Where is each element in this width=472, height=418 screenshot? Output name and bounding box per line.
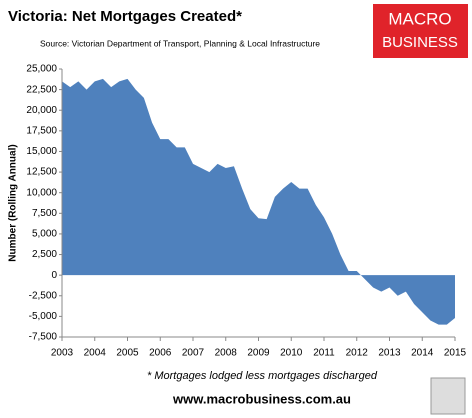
chart-title: Victoria: Net Mortgages Created*	[8, 8, 242, 25]
y-axis-label: Number (Rolling Annual)	[8, 144, 19, 261]
chart-subtitle: Source: Victorian Department of Transpor…	[40, 38, 320, 48]
x-tick-label: 2010	[280, 348, 303, 359]
y-tick-label: -7,500	[29, 332, 58, 343]
y-tick-label: 7,500	[32, 208, 57, 219]
area	[62, 78, 455, 325]
logo-icon	[430, 377, 466, 415]
y-tick-label: 25,000	[26, 64, 57, 75]
x-tick-label: 2006	[149, 348, 172, 359]
x-tick-label: 2013	[378, 348, 401, 359]
y-tick-label: -5,000	[29, 311, 58, 322]
x-tick-label: 2003	[51, 348, 74, 359]
x-tick-label: 2009	[247, 348, 270, 359]
footnote: * Mortgages lodged less mortgages discha…	[147, 370, 378, 382]
y-tick-label: -2,500	[29, 290, 58, 301]
y-tick-label: 0	[51, 270, 57, 281]
x-tick-label: 2011	[313, 348, 335, 359]
y-tick-label: 17,500	[26, 125, 57, 136]
x-tick-label: 2007	[182, 348, 205, 359]
x-tick-label: 2005	[116, 348, 139, 359]
x-tick-label: 2015	[444, 348, 467, 359]
logo-box	[373, 4, 468, 58]
logo-text: BUSINESS	[382, 34, 458, 51]
y-tick-label: 22,500	[26, 84, 57, 95]
y-tick-label: 20,000	[26, 105, 57, 116]
logo-text: MACRO	[388, 9, 451, 28]
y-tick-label: 12,500	[26, 167, 57, 178]
y-tick-label: 2,500	[32, 249, 57, 260]
website: www.macrobusiness.com.au	[172, 391, 351, 406]
x-tick-label: 2014	[411, 348, 434, 359]
y-tick-label: 5,000	[32, 229, 57, 240]
y-tick-label: 10,000	[26, 187, 57, 198]
x-tick-label: 2012	[346, 348, 369, 359]
x-tick-label: 2004	[84, 348, 107, 359]
x-tick-label: 2008	[215, 348, 238, 359]
y-tick-label: 15,000	[26, 146, 57, 157]
